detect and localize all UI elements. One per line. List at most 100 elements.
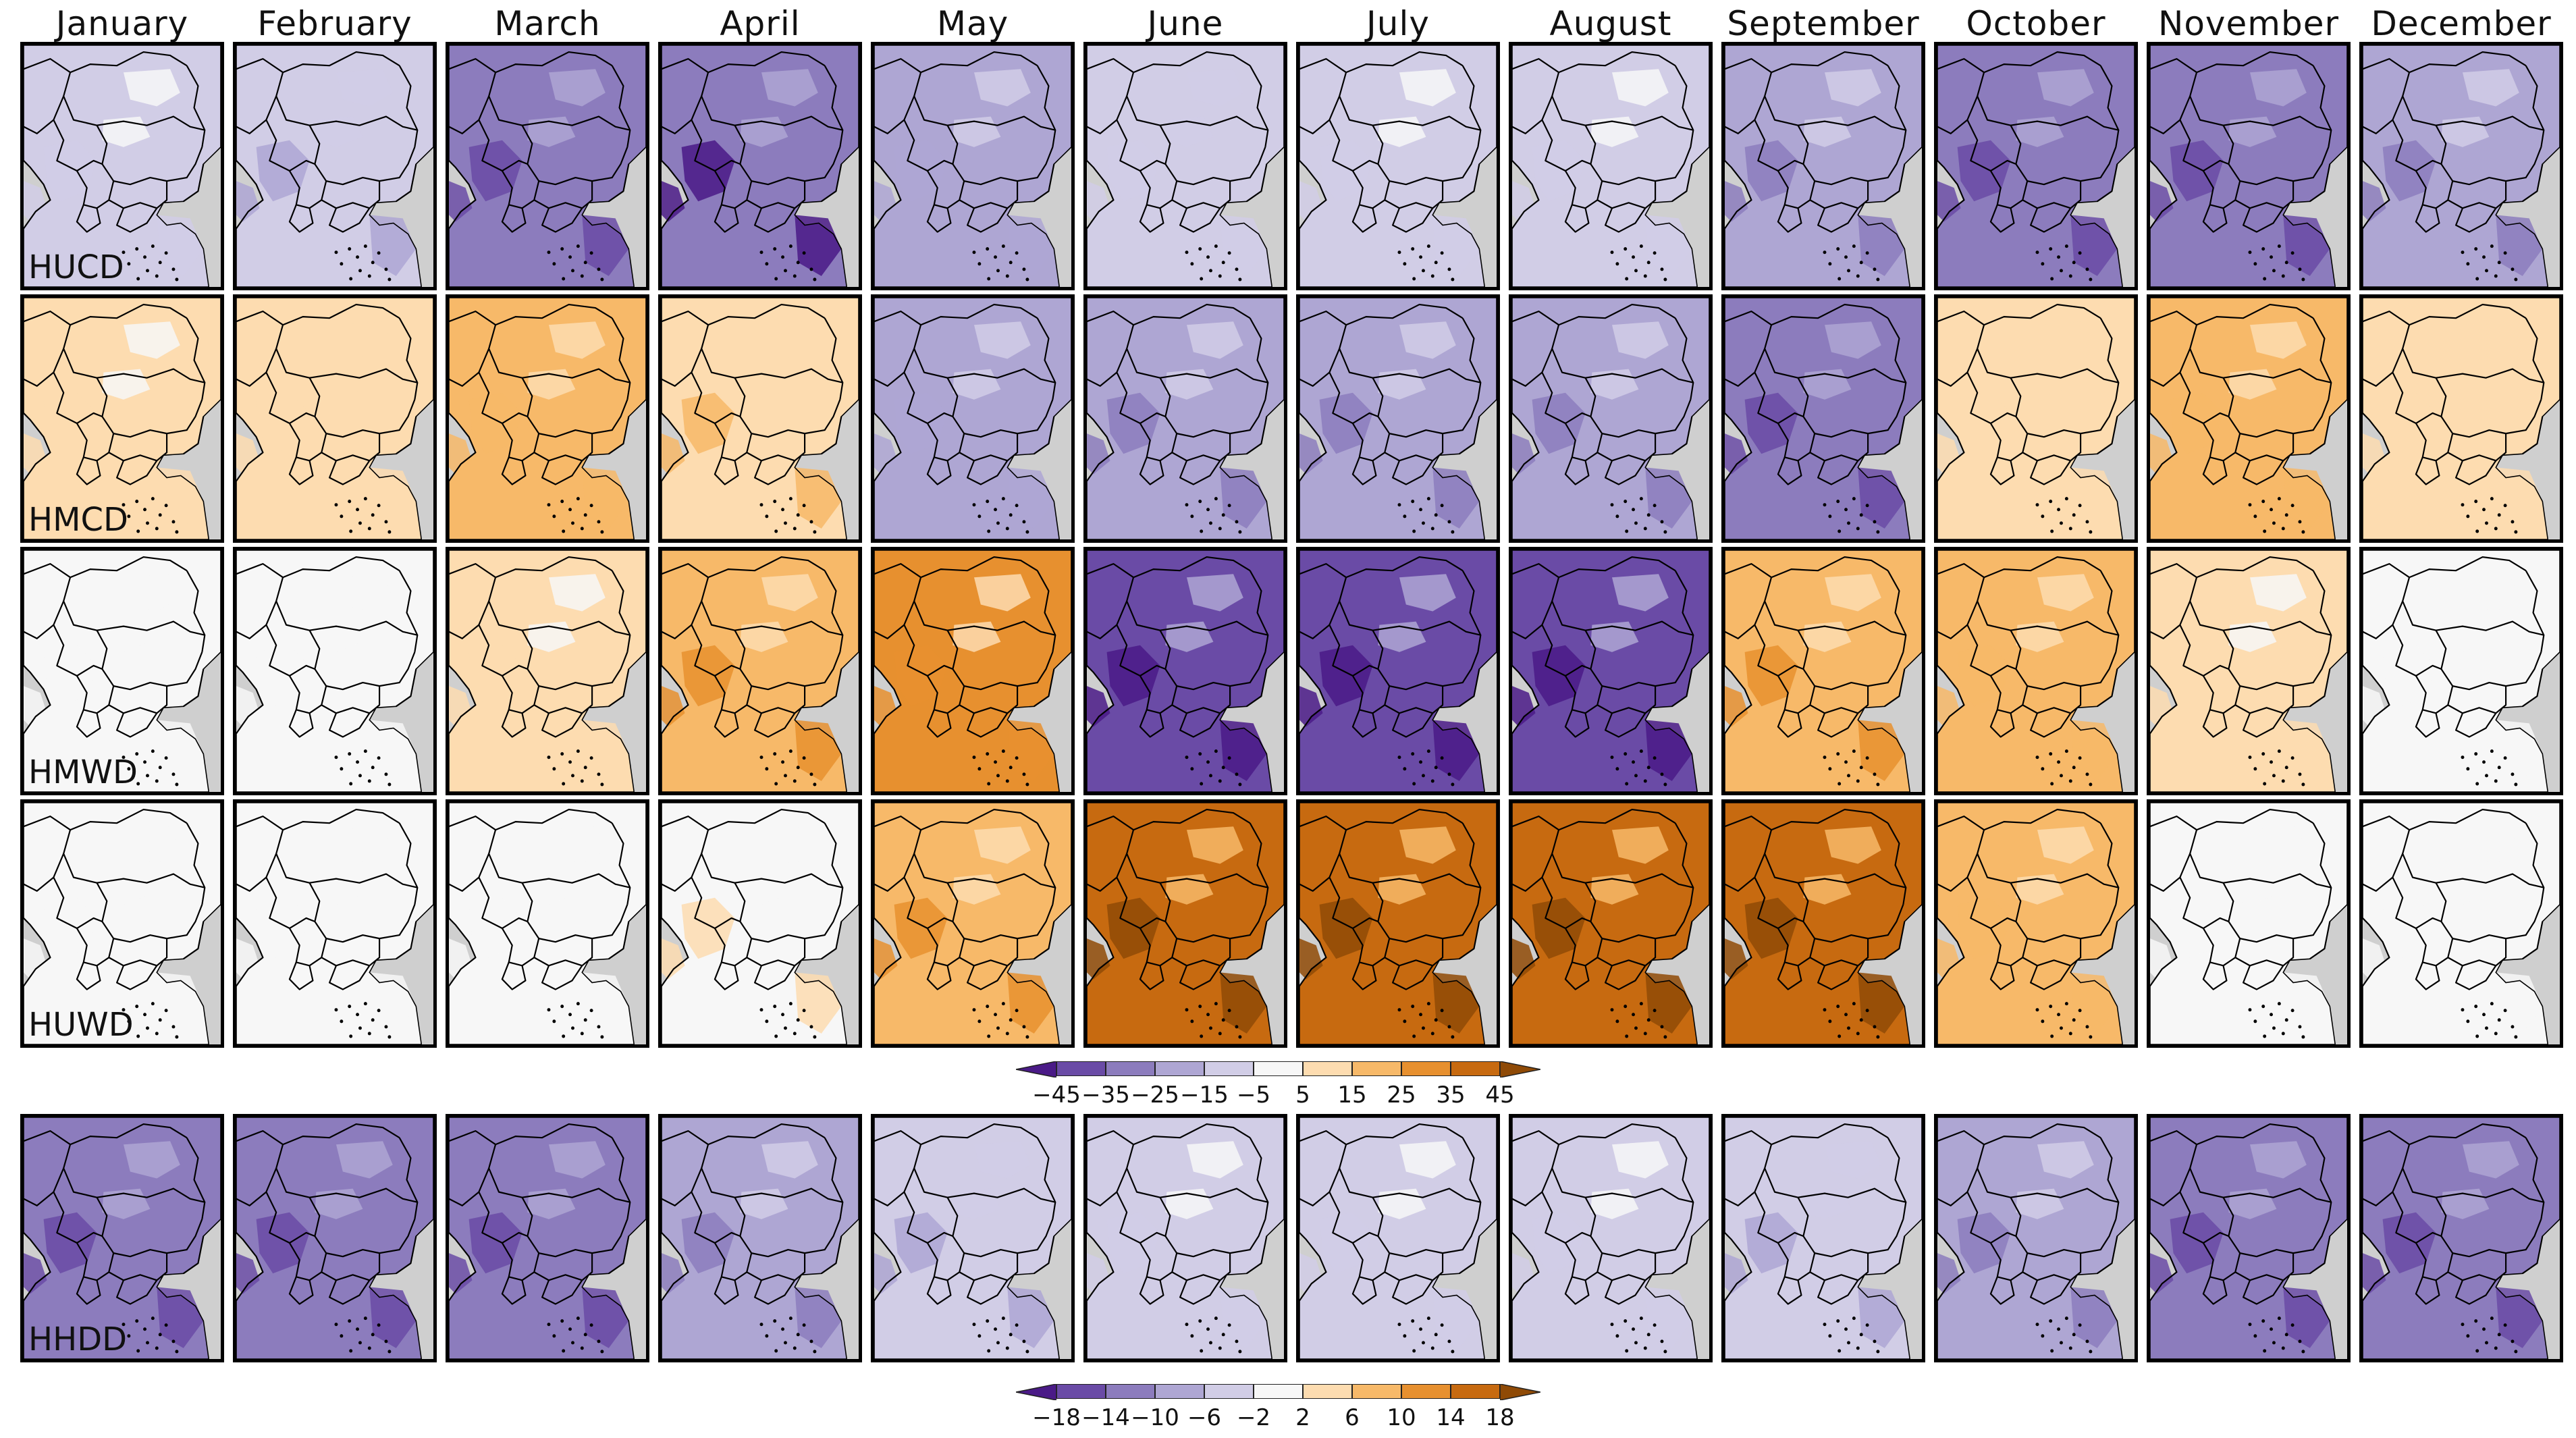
colorbar-tick-label: −10 xyxy=(1131,1404,1179,1431)
colorbar: −18 −14 −10 −6 −2 2 6 10 14 18 xyxy=(1016,1384,1540,1438)
map-panel xyxy=(1721,42,1925,290)
colorbar-tick-label: −45 xyxy=(1032,1082,1081,1109)
colorbar-tick-label: −15 xyxy=(1180,1082,1229,1109)
colorbar-segment xyxy=(1352,1061,1401,1076)
colorbar-segment xyxy=(1106,1061,1155,1076)
map-panel xyxy=(871,547,1075,795)
colorbar: −45 −35 −25 −15 −5 5 15 25 35 45 xyxy=(1016,1061,1540,1115)
map-panel xyxy=(658,1114,862,1362)
map-panel xyxy=(1934,547,2138,795)
map-panel xyxy=(2147,1114,2351,1362)
map-panel xyxy=(2359,294,2563,543)
map-panel xyxy=(20,1114,224,1362)
colorbar-tick-label: 15 xyxy=(1337,1082,1367,1109)
month-label: July xyxy=(1366,4,1430,43)
colorbar-tick-label: −6 xyxy=(1187,1404,1222,1431)
map-panel xyxy=(1509,42,1713,290)
map-panel xyxy=(1296,799,1500,1048)
colorbar-segment xyxy=(1056,1061,1106,1076)
colorbar-segment xyxy=(1155,1061,1204,1076)
colorbar-arrow-left xyxy=(1016,1061,1056,1077)
map-panel xyxy=(658,294,862,543)
colorbar-tick-label: −5 xyxy=(1236,1082,1271,1109)
month-label: March xyxy=(494,4,601,43)
colorbar-segment xyxy=(1254,1384,1303,1399)
map-panel xyxy=(1083,294,1287,543)
colorbar-tick-label: −14 xyxy=(1081,1404,1130,1431)
colorbar-tick-label: 18 xyxy=(1485,1404,1515,1431)
colorbar-segment xyxy=(1401,1061,1451,1076)
map-panel xyxy=(1721,799,1925,1048)
colorbar-tick-label: 6 xyxy=(1345,1404,1360,1431)
map-panel xyxy=(1296,42,1500,290)
month-label: April xyxy=(720,4,801,43)
colorbar-tick-label: 14 xyxy=(1436,1404,1466,1431)
map-panel xyxy=(1509,1114,1713,1362)
colorbar-arrow-right xyxy=(1500,1384,1540,1400)
map-panel xyxy=(20,42,224,290)
map-panel xyxy=(1721,1114,1925,1362)
map-panel xyxy=(233,294,437,543)
map-panel xyxy=(20,547,224,795)
map-panel xyxy=(20,799,224,1048)
map-panel xyxy=(1083,1114,1287,1362)
map-panel xyxy=(871,42,1075,290)
map-panel xyxy=(1934,294,2138,543)
colorbar-segment xyxy=(1155,1384,1204,1399)
map-panel xyxy=(1509,547,1713,795)
map-panel xyxy=(2359,799,2563,1048)
colorbar-tick-label: 5 xyxy=(1295,1082,1310,1109)
map-panel xyxy=(233,799,437,1048)
map-panel xyxy=(1083,42,1287,290)
row-label: HHDD xyxy=(28,1321,128,1358)
colorbar-segment xyxy=(1352,1384,1401,1399)
map-panel xyxy=(1934,1114,2138,1362)
colorbar-segment xyxy=(1303,1061,1352,1076)
map-panel xyxy=(1083,547,1287,795)
map-panel xyxy=(1296,1114,1500,1362)
map-panel xyxy=(1721,294,1925,543)
month-label: May xyxy=(936,4,1009,43)
map-panel xyxy=(233,42,437,290)
colorbar-tick-label: −35 xyxy=(1081,1082,1130,1109)
map-panel xyxy=(446,294,649,543)
map-panel xyxy=(446,799,649,1048)
map-panel xyxy=(446,547,649,795)
map-panel xyxy=(1721,547,1925,795)
map-panel xyxy=(658,547,862,795)
map-panel xyxy=(1934,799,2138,1048)
map-panel xyxy=(1934,42,2138,290)
month-label: October xyxy=(1966,4,2106,43)
month-label: September xyxy=(1727,4,1920,43)
colorbar-tick-label: −25 xyxy=(1131,1082,1179,1109)
map-panel xyxy=(233,547,437,795)
map-panel xyxy=(871,1114,1075,1362)
colorbar-segment xyxy=(1106,1384,1155,1399)
colorbar-tick-label: 35 xyxy=(1436,1082,1466,1109)
map-panel xyxy=(2359,1114,2563,1362)
colorbar-tick-label: 10 xyxy=(1387,1404,1416,1431)
colorbar-segment xyxy=(1254,1061,1303,1076)
map-panel xyxy=(2147,799,2351,1048)
map-panel xyxy=(871,294,1075,543)
map-panel xyxy=(20,294,224,543)
month-label: June xyxy=(1147,4,1224,43)
colorbar-segment xyxy=(1204,1061,1254,1076)
month-label: November xyxy=(2157,4,2340,43)
colorbar-tick-label: −18 xyxy=(1032,1404,1081,1431)
colorbar-arrow-right xyxy=(1500,1061,1540,1077)
map-panel xyxy=(233,1114,437,1362)
month-label: February xyxy=(257,4,412,43)
map-panel xyxy=(871,799,1075,1048)
row-label: HUCD xyxy=(28,248,124,286)
month-label: December xyxy=(2371,4,2552,43)
month-label: August xyxy=(1549,4,1672,43)
map-panel xyxy=(1509,799,1713,1048)
colorbar-segment xyxy=(1451,1384,1500,1399)
row-label: HMCD xyxy=(28,501,128,539)
colorbar-segment xyxy=(1451,1061,1500,1076)
map-panel xyxy=(2359,547,2563,795)
map-panel xyxy=(658,799,862,1048)
colorbar-tick-label: 25 xyxy=(1387,1082,1416,1109)
